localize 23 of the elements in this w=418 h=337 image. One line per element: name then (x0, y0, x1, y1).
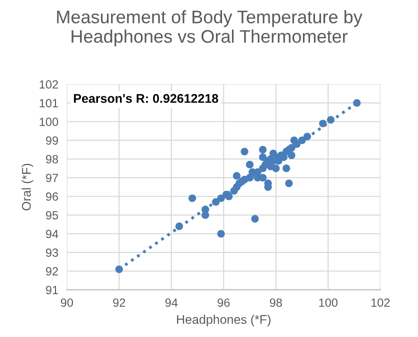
y-tick-label: 96 (46, 192, 58, 201)
x-axis-title: Headphones (*F) (177, 314, 270, 326)
y-tick-label: 98 (46, 155, 58, 164)
x-tick-label: 94 (165, 298, 178, 307)
y-tick-label: 97 (46, 174, 58, 182)
y-tick-label: 101 (40, 98, 58, 108)
annotation: Pearson's R: 0.92612218 (74, 94, 218, 103)
y-tick-label: 94 (46, 230, 58, 238)
y-tick-label: 93 (46, 248, 58, 257)
x-tick-label: 102 (371, 298, 390, 307)
x-tick-label: 100 (319, 298, 338, 307)
chart-title: Measurement of Body Temperature by Headphones vs Oral Thermometer (57, 10, 362, 46)
y-tick-label: 92 (46, 267, 58, 276)
y-tick-label: 100 (40, 118, 58, 126)
y-tick-label: 102 (40, 80, 58, 89)
x-tick-label: 92 (113, 298, 126, 307)
x-tick-label: 96 (218, 298, 230, 307)
y-tick-label: 95 (46, 211, 58, 220)
x-tick-label: 90 (60, 298, 73, 307)
y-axis-title: Oral (*F) (22, 164, 34, 210)
x-tick-label: 98 (270, 298, 282, 307)
y-tick-label: 99 (46, 136, 58, 145)
y-tick-label: 91 (46, 286, 58, 294)
